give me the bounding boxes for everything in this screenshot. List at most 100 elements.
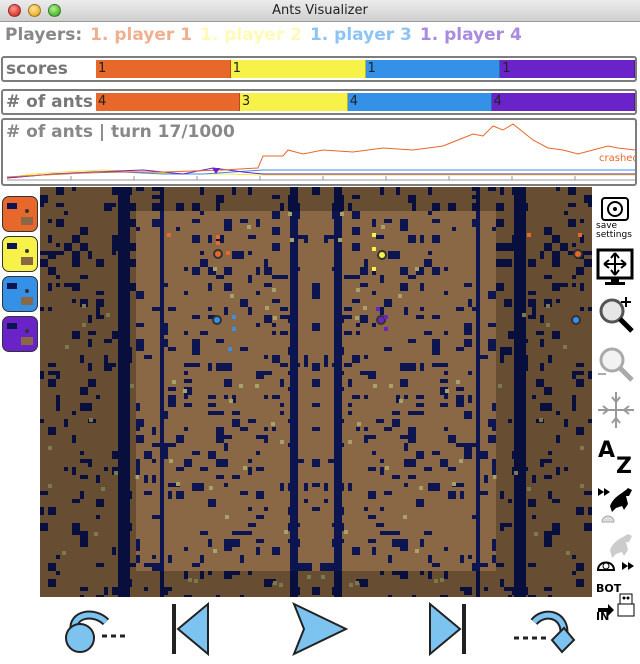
water-tile [40, 251, 48, 255]
play-button[interactable] [286, 598, 352, 660]
water-tile [168, 443, 176, 447]
game-map[interactable] [40, 187, 592, 597]
water-tile [264, 355, 268, 359]
water-tile [248, 523, 256, 527]
step-forward-button[interactable] [424, 598, 472, 660]
water-tile [464, 587, 472, 595]
zoom-out-button[interactable] [596, 342, 636, 382]
food-item [580, 446, 584, 450]
water-tile [264, 507, 268, 511]
score-value-3: 1 [367, 61, 376, 76]
water-tile [452, 227, 456, 231]
water-tile [112, 451, 120, 459]
water-tile [384, 531, 392, 535]
water-tile [192, 315, 200, 319]
food-item [272, 288, 276, 292]
zoom-window-button[interactable] [48, 4, 61, 17]
save-settings-button[interactable]: save settings [596, 196, 636, 240]
player-4-label[interactable]: 1. player 4 [419, 25, 522, 45]
water-tile [248, 275, 252, 283]
water-tile [580, 283, 584, 291]
water-tile [272, 323, 276, 327]
water-tile [184, 395, 188, 399]
skip-to-end-button[interactable] [512, 598, 578, 660]
water-tile [40, 491, 48, 495]
water-tile [296, 459, 304, 463]
water-tile [48, 283, 52, 291]
slow-down-button[interactable] [596, 532, 636, 576]
water-tile [152, 459, 156, 463]
water-tile [544, 275, 552, 279]
labels-a-icon: A [598, 438, 616, 463]
minimize-window-button[interactable] [28, 4, 41, 17]
skip-forward-icon [514, 610, 576, 654]
toggle-labels-button[interactable]: A Z [596, 438, 636, 479]
player-2-button[interactable] [2, 236, 38, 272]
player-1-button[interactable] [2, 196, 38, 232]
water-tile [88, 331, 96, 335]
water-tile [496, 283, 504, 291]
water-tile [72, 411, 76, 415]
player-1-label[interactable]: 1. player 1 [90, 25, 193, 45]
water-tile [440, 459, 448, 467]
water-tile [56, 243, 60, 247]
water-tile [152, 219, 160, 227]
ant [167, 233, 171, 237]
water-tile [428, 483, 432, 491]
water-tile [424, 531, 432, 535]
water-tile [248, 459, 252, 463]
water-tile [160, 587, 168, 595]
water-tile [432, 347, 440, 355]
step-back-button[interactable] [166, 598, 214, 660]
water-tile [256, 267, 260, 275]
skip-to-start-button[interactable] [62, 598, 128, 660]
water-tile [96, 563, 104, 567]
center-view-button[interactable] [596, 390, 636, 430]
water-tile [208, 571, 212, 575]
water-channel [160, 187, 164, 597]
water-tile [224, 227, 232, 231]
water-tile [408, 195, 416, 203]
player-2-label[interactable]: 1. player 2 [200, 25, 302, 45]
bot-input-button[interactable]: BOT IN [596, 580, 636, 624]
water-tile [408, 235, 416, 243]
food-item [239, 384, 243, 388]
water-tile [456, 387, 464, 391]
water-tile [348, 403, 352, 407]
water-tile [120, 499, 124, 503]
ant-count-graph[interactable]: crashed # of ants | turn 17/1000 [1, 118, 637, 186]
water-tile [528, 259, 536, 267]
water-tile [488, 435, 496, 443]
water-tile [136, 291, 144, 299]
water-tile [492, 547, 496, 551]
water-tile [540, 339, 544, 347]
water-tile [544, 387, 552, 395]
water-tile [128, 243, 136, 251]
water-tile [500, 355, 504, 363]
water-tile [272, 275, 280, 279]
water-tile [480, 491, 488, 495]
water-tile [264, 427, 268, 431]
water-tile [208, 395, 216, 399]
speed-up-button[interactable] [596, 484, 636, 528]
water-tile [324, 363, 328, 367]
fullscreen-button[interactable] [596, 247, 636, 287]
water-tile [428, 211, 432, 215]
food-item [94, 532, 98, 536]
water-tile [168, 387, 176, 391]
water-tile [80, 539, 88, 547]
water-tile [72, 251, 80, 259]
player-3-label[interactable]: 1. player 3 [309, 25, 412, 45]
player-4-button[interactable] [2, 316, 38, 352]
water-channel [334, 187, 342, 597]
close-window-button[interactable] [8, 4, 21, 17]
water-tile [96, 515, 100, 519]
water-tile [488, 347, 496, 351]
water-tile [160, 555, 164, 559]
ants-value-2: 3 [241, 94, 251, 109]
zoom-in-button[interactable] [596, 293, 636, 333]
water-tile [152, 187, 160, 191]
player-3-button[interactable] [2, 276, 38, 312]
ant-hills [212, 249, 583, 325]
water-tile [480, 355, 488, 359]
